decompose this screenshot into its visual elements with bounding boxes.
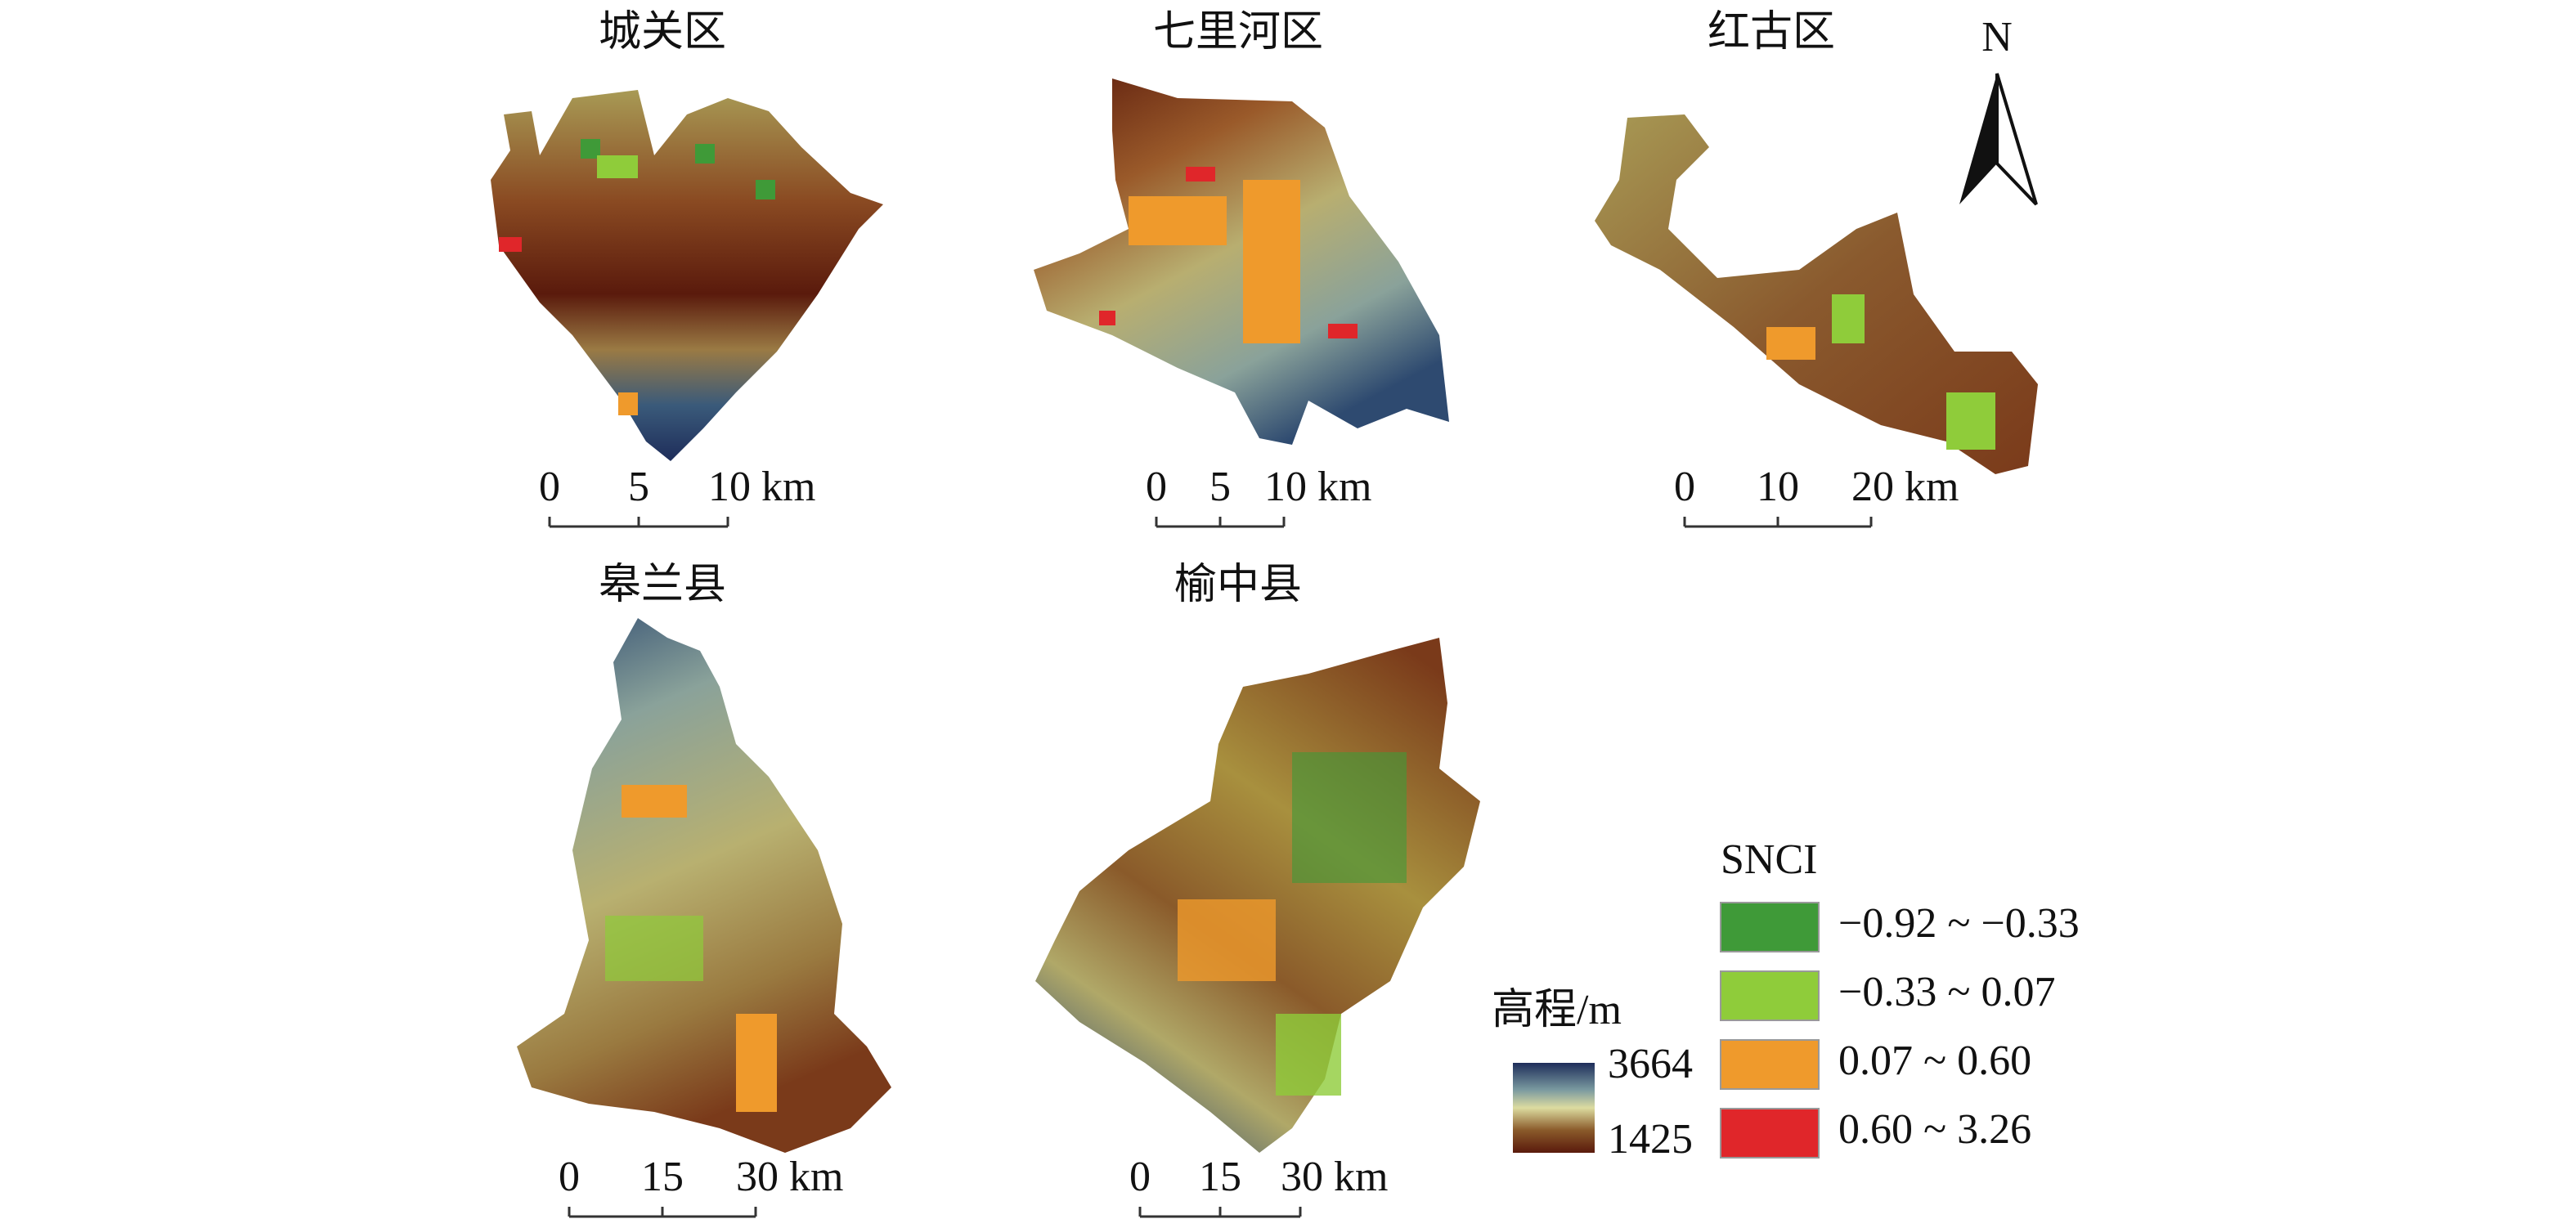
map-qilihe bbox=[1034, 78, 1449, 445]
cell bbox=[1186, 167, 1215, 182]
map-yuzhong bbox=[1035, 638, 1480, 1153]
legend-swatch bbox=[1720, 970, 1820, 1021]
legend-label: −0.92 ~ −0.33 bbox=[1838, 900, 2080, 947]
panel-title: 七里河区 bbox=[1153, 9, 1323, 56]
legend-swatch bbox=[1720, 1039, 1820, 1090]
cell bbox=[605, 916, 703, 981]
scale-label: 30 km bbox=[736, 1154, 843, 1200]
panel-title: 城关区 bbox=[599, 9, 726, 56]
cell bbox=[1766, 327, 1815, 360]
elevation-max: 3664 bbox=[1608, 1041, 1693, 1087]
legend-swatch bbox=[1720, 902, 1820, 952]
scale-label: 0 bbox=[559, 1154, 580, 1200]
scale-label: 15 bbox=[1199, 1154, 1241, 1200]
scale-label: 0 bbox=[1129, 1154, 1151, 1200]
north-label: N bbox=[1981, 14, 2013, 61]
scale-label: 10 bbox=[1757, 464, 1799, 510]
cell bbox=[756, 180, 775, 199]
panel-title: 红古区 bbox=[1708, 9, 1835, 56]
north-arrow-right bbox=[1995, 73, 2038, 206]
cell bbox=[1292, 752, 1407, 883]
cell bbox=[1946, 392, 1995, 450]
scale-label: 20 km bbox=[1851, 464, 1959, 510]
elevation-ramp bbox=[1513, 1063, 1595, 1153]
cell bbox=[1328, 324, 1358, 338]
snci-title: SNCI bbox=[1721, 836, 1817, 883]
scale-label: 5 bbox=[1209, 464, 1231, 510]
scale-label: 10 km bbox=[708, 464, 815, 510]
cell bbox=[618, 392, 638, 415]
north-arrow-left bbox=[1959, 74, 1997, 204]
map-chengguan bbox=[491, 90, 883, 461]
map-gaolan bbox=[517, 618, 891, 1153]
panel-title: 皋兰县 bbox=[599, 562, 726, 608]
legend-label: 0.60 ~ 3.26 bbox=[1838, 1106, 2031, 1153]
north-arrow: N bbox=[1959, 14, 2038, 206]
cell bbox=[1178, 899, 1276, 981]
cell bbox=[499, 237, 522, 252]
scale-label: 10 km bbox=[1264, 464, 1371, 510]
legend-label: 0.07 ~ 0.60 bbox=[1838, 1038, 2031, 1084]
cell bbox=[695, 144, 715, 164]
scale-label: 15 bbox=[641, 1154, 684, 1200]
legend-label: −0.33 ~ 0.07 bbox=[1838, 969, 2055, 1015]
scale-label: 30 km bbox=[1281, 1154, 1388, 1200]
snci-cells bbox=[499, 139, 1995, 1112]
elevation-legend: 高程/m 3664 1425 bbox=[1492, 987, 1693, 1163]
scale-label: 5 bbox=[628, 464, 649, 510]
scale-label: 0 bbox=[1146, 464, 1167, 510]
cell bbox=[1129, 196, 1227, 245]
legend-swatch bbox=[1720, 1108, 1820, 1159]
elevation-min: 1425 bbox=[1608, 1116, 1693, 1163]
elevation-title: 高程/m bbox=[1492, 987, 1622, 1033]
scale-label: 0 bbox=[539, 464, 560, 510]
cell bbox=[622, 785, 687, 818]
cell bbox=[1099, 311, 1115, 325]
cell bbox=[1832, 294, 1865, 343]
cell bbox=[1276, 1014, 1341, 1096]
map-honggu bbox=[1595, 114, 2038, 474]
cell bbox=[1243, 180, 1300, 343]
panel-title: 榆中县 bbox=[1174, 562, 1302, 608]
scale-label: 0 bbox=[1674, 464, 1695, 510]
cell bbox=[736, 1014, 777, 1112]
cell bbox=[597, 155, 638, 178]
